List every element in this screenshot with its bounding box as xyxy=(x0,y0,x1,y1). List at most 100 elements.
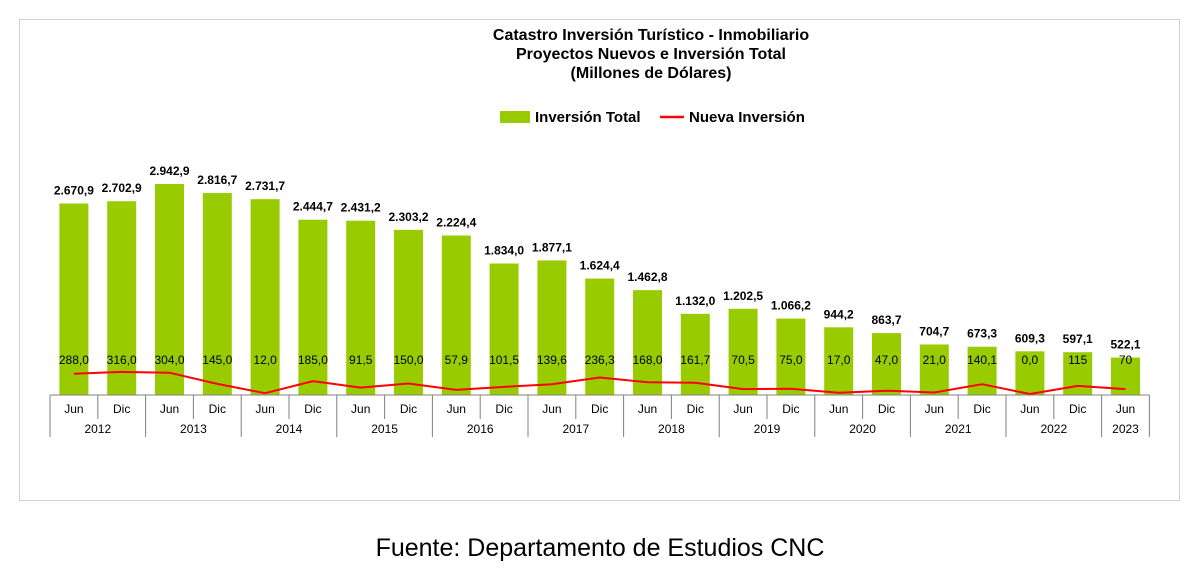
x-tick-label-period: Jun xyxy=(351,402,370,416)
bar xyxy=(919,344,949,395)
line-value-label: 57,9 xyxy=(445,353,469,367)
bar xyxy=(680,313,710,395)
bar xyxy=(728,308,758,395)
x-tick-label-period: Dic xyxy=(113,402,130,416)
line-value-label: 316,0 xyxy=(107,353,137,367)
bar xyxy=(776,318,806,395)
x-tick-label-year: 2012 xyxy=(84,422,111,436)
bar xyxy=(1015,351,1045,395)
bar-value-label: 2.731,7 xyxy=(245,179,285,193)
bar-value-label: 2.224,4 xyxy=(436,216,476,230)
x-tick-label-year: 2014 xyxy=(276,422,303,436)
x-tick-label-period: Jun xyxy=(1116,402,1135,416)
x-tick-label-year: 2017 xyxy=(562,422,589,436)
line-value-label: 139,6 xyxy=(537,353,567,367)
x-tick-label-period: Jun xyxy=(64,402,83,416)
chart-title-line-1: Catastro Inversión Turístico - Inmobilia… xyxy=(493,27,809,44)
line-value-label: 91,5 xyxy=(349,353,373,367)
x-tick-label-period: Jun xyxy=(542,402,561,416)
x-tick-label-year: 2019 xyxy=(754,422,781,436)
bar-value-label: 2.444,7 xyxy=(293,200,333,214)
source-caption: Fuente: Departamento de Estudios CNC xyxy=(375,534,825,562)
line-value-label: 70 xyxy=(1119,353,1133,367)
bar-value-label: 944,2 xyxy=(824,307,854,321)
nueva-inversion-line xyxy=(73,370,1126,395)
bar xyxy=(107,201,137,395)
line-value-label: 145,0 xyxy=(202,353,232,367)
bar xyxy=(441,235,471,395)
line-value-label: 47,0 xyxy=(875,353,899,367)
bar-value-label: 863,7 xyxy=(871,313,901,327)
bar-value-label: 2.702,9 xyxy=(102,181,142,195)
bar-value-label: 2.816,7 xyxy=(197,173,237,187)
bar xyxy=(633,290,662,395)
x-tick-label-year: 2020 xyxy=(849,422,876,436)
line-value-label: 75,0 xyxy=(779,353,803,367)
bar xyxy=(155,184,184,395)
line-value-label: 161,7 xyxy=(680,353,710,367)
line-value-label: 236,3 xyxy=(585,353,615,367)
line-value-label: 115 xyxy=(1068,353,1087,367)
x-tick-label-year: 2015 xyxy=(371,422,398,436)
bar-value-label: 1.834,0 xyxy=(484,244,524,258)
chart: Catastro Inversión Turístico - Inmobilia… xyxy=(49,27,1150,437)
bar-value-label: 2.431,2 xyxy=(341,201,381,215)
x-tick-label-year: 2022 xyxy=(1040,422,1067,436)
bar xyxy=(537,260,567,395)
x-tick-label-period: Jun xyxy=(255,402,274,416)
x-tick-label-year: 2016 xyxy=(467,422,494,436)
x-tick-label-period: Dic xyxy=(782,402,799,416)
bar-value-label: 2.670,9 xyxy=(54,184,94,198)
bar-value-label: 2.303,2 xyxy=(388,210,428,224)
bar-value-label: 704,7 xyxy=(919,324,949,338)
chart-title-line-3: (Millones de Dólares) xyxy=(571,65,732,82)
x-tick-label-year: 2021 xyxy=(945,422,972,436)
x-tick-label-period: Dic xyxy=(591,402,608,416)
bar-value-label: 1.066,2 xyxy=(771,299,811,313)
line-value-label: 185,0 xyxy=(298,353,328,367)
x-tick-label-period: Dic xyxy=(973,402,990,416)
x-tick-label-period: Jun xyxy=(829,402,848,416)
x-tick-label-period: Dic xyxy=(400,402,417,416)
bar-value-label: 1.462,8 xyxy=(627,270,667,284)
x-tick-label-period: Dic xyxy=(1069,402,1086,416)
line-value-label: 70,5 xyxy=(731,353,755,367)
legend-label-inversion-total: Inversión Total xyxy=(535,109,641,126)
x-tick-label-year: 2023 xyxy=(1112,422,1139,436)
chart-title-line-2: Proyectos Nuevos e Inversión Total xyxy=(516,46,786,63)
bar-value-label: 597,1 xyxy=(1063,332,1093,346)
line-value-label: 140,1 xyxy=(967,353,997,367)
bar xyxy=(202,193,232,395)
bar-value-label: 522,1 xyxy=(1110,338,1140,352)
line-value-label: 168,0 xyxy=(632,353,662,367)
bar-value-label: 1.877,1 xyxy=(532,240,572,254)
bar-value-label: 2.942,9 xyxy=(149,164,189,178)
line-value-label: 288,0 xyxy=(59,353,89,367)
x-tick-label-period: Dic xyxy=(209,402,226,416)
bar-value-label: 609,3 xyxy=(1015,331,1045,345)
line-value-label: 101,5 xyxy=(489,353,519,367)
bar xyxy=(298,219,328,395)
legend-label-nueva-inversion: Nueva Inversión xyxy=(689,109,805,126)
line-value-label: 12,0 xyxy=(253,353,277,367)
x-tick-label-year: 2013 xyxy=(180,422,207,436)
x-tick-label-period: Jun xyxy=(1020,402,1039,416)
bar-value-label: 673,3 xyxy=(967,327,997,341)
x-tick-label-year: 2018 xyxy=(658,422,685,436)
x-tick-label-period: Dic xyxy=(878,402,895,416)
bar xyxy=(59,203,89,395)
x-tick-label-period: Dic xyxy=(687,402,704,416)
bar xyxy=(394,229,423,395)
x-tick-label-period: Dic xyxy=(304,402,321,416)
bar-value-label: 1.132,0 xyxy=(675,294,715,308)
bar xyxy=(346,220,376,395)
line-value-label: 304,0 xyxy=(154,353,184,367)
x-tick-label-period: Jun xyxy=(160,402,179,416)
bar xyxy=(489,263,519,395)
bar xyxy=(585,278,615,395)
bar-value-label: 1.202,5 xyxy=(723,289,763,303)
bar-value-label: 1.624,4 xyxy=(580,259,620,273)
line-value-label: 21,0 xyxy=(923,353,947,367)
x-tick-label-period: Jun xyxy=(733,402,752,416)
x-tick-label-period: Dic xyxy=(495,402,512,416)
